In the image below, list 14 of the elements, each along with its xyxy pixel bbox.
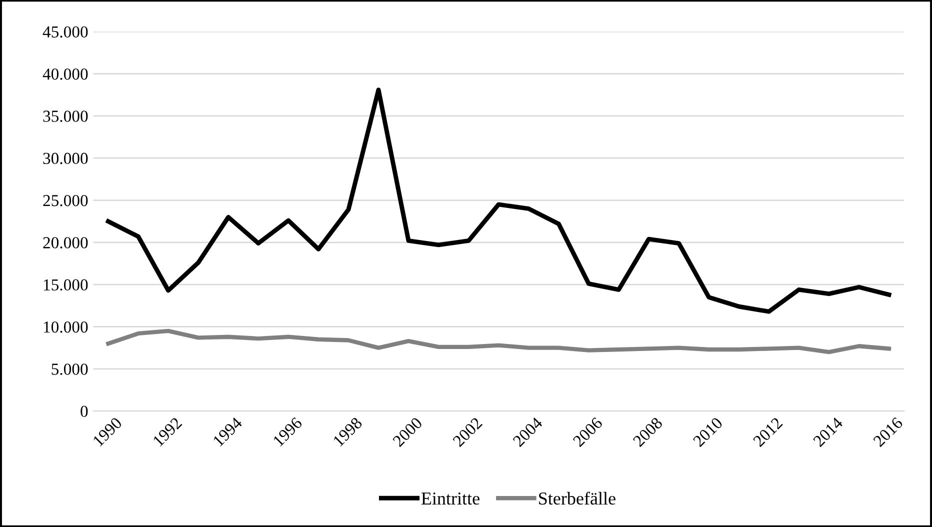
line-series — [106, 328, 892, 354]
y-tick-label: 15.000 — [44, 279, 88, 291]
y-tick-label: 30.000 — [43, 152, 88, 164]
y-tick-label: 10.000 — [44, 321, 88, 333]
y-tick-label: 20.000 — [43, 237, 88, 248]
y-tick-label: 45.000 — [42, 26, 88, 38]
y-tick-label: 0 — [80, 406, 88, 418]
legend-label: Sterbefälle — [539, 492, 616, 505]
legend-label: Eintritte — [421, 492, 480, 505]
y-tick-label: 35.000 — [43, 110, 88, 122]
line-series — [106, 88, 892, 314]
y-tick-label: 40.000 — [42, 68, 88, 80]
y-tick-label: 25.000 — [43, 194, 88, 206]
y-tick-label: 5.000 — [52, 364, 88, 375]
